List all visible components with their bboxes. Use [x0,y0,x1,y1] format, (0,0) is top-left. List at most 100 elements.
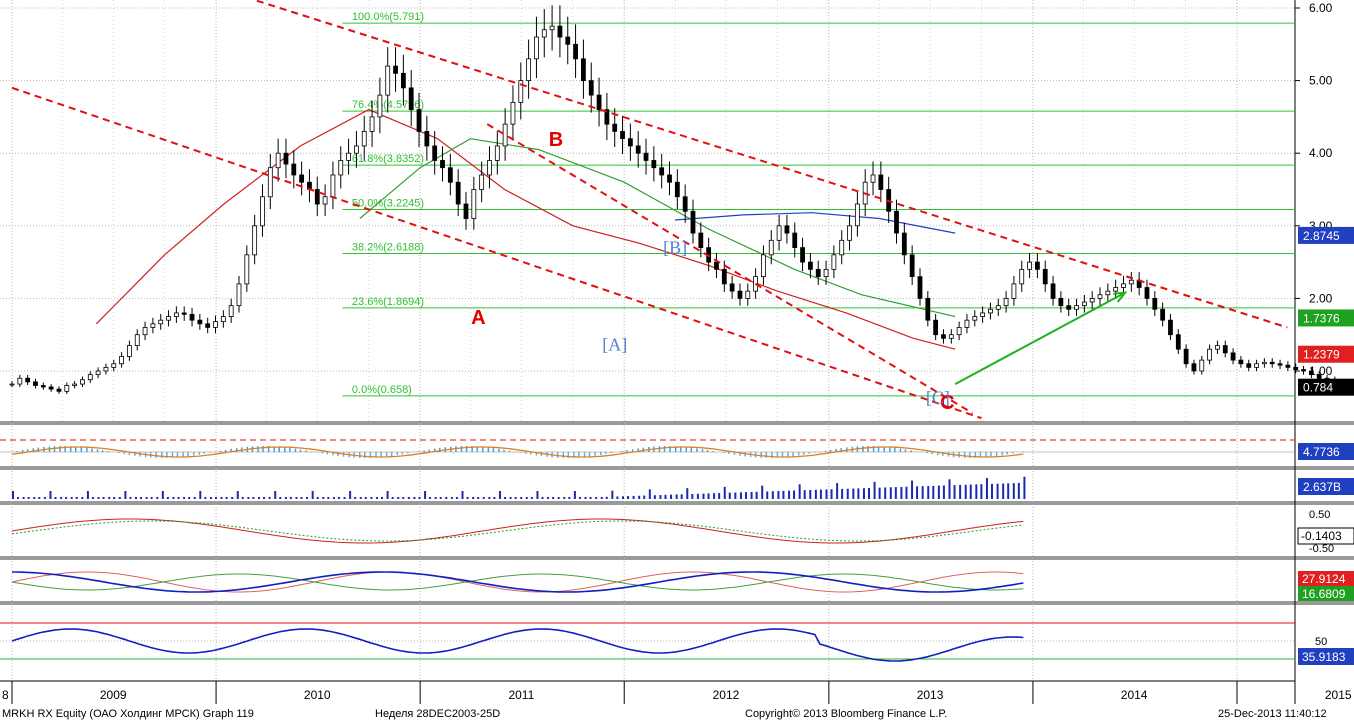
price-chart: 1.002.003.004.005.006.00100.0%(5.791)76.… [0,0,1354,704]
volume-bar [166,497,169,499]
price-tag-label: 1.2379 [1303,348,1340,362]
candle-body [220,316,226,323]
x-axis-tick-label: 2013 [917,688,944,702]
volume-bar [696,493,699,499]
oscillator-tag-label: 4.7736 [1303,445,1340,459]
dmi-panel-bg [0,561,1354,601]
volume-bar [927,486,930,499]
volume-bar [841,488,844,499]
candle-body [142,327,148,336]
volume-bar [391,497,394,499]
volume-bar [177,497,180,499]
volume-bar [60,497,63,499]
candle-body [369,116,375,132]
volume-bar [563,497,566,499]
candle-body [103,366,109,372]
volume-bar [525,497,528,499]
candle-body [494,145,500,161]
candle-body [1121,283,1126,288]
volume-bar [145,497,148,499]
volume-bar [135,497,138,499]
volume-bar [284,497,287,499]
candle-body [956,327,962,336]
candle-body [267,167,273,198]
volume-bar [793,490,796,499]
candle-body [487,160,492,176]
candle-body [228,305,234,317]
candle-body [1105,290,1111,296]
volume-bar [188,497,191,499]
candle-body [980,312,986,317]
candle-body [72,383,78,386]
candle-body [643,152,649,161]
volume-bar [1002,483,1005,499]
candle-body [737,290,743,299]
candle-body [25,377,31,383]
candle-body [1168,319,1173,336]
volume-bar [900,486,903,499]
volume-bar [889,487,892,499]
volume-bar [568,497,571,499]
candle-body [549,25,555,31]
candle-body [1199,359,1205,372]
candle-body [416,109,422,132]
candle-body [299,174,305,183]
fib-level-label: 61.8%(3.8352) [352,153,424,165]
volume-bar [878,487,881,499]
dmi-minus-line [11,573,1024,591]
volume-bar [942,485,945,499]
volume-bar [22,497,25,499]
volume-bar [675,494,678,499]
panel-separator [0,421,1354,425]
candle-body [432,145,438,161]
candle-body [894,210,899,234]
volume-bar [364,497,367,499]
volume-bar [322,497,325,499]
candle-body [1293,366,1299,370]
volume-bar [102,497,105,499]
volume-bar [627,496,630,499]
macd-signal-line [11,520,1024,542]
candle-body [667,174,672,183]
volume-bar [413,497,416,499]
volume-bar [418,497,421,499]
volume-bar [509,497,512,499]
panel-separator [0,501,1354,505]
candle-body [252,225,258,256]
volume-bar [921,486,924,499]
volume-bar [1017,482,1020,499]
candle-body [1160,308,1166,321]
candle-body [314,189,320,205]
volume-bar [616,496,619,499]
candle-body [134,334,140,346]
volume-bar [214,497,217,499]
volume-bar [407,497,410,499]
candle-body [1050,283,1056,299]
volume-bar [739,492,742,499]
volume-bar [231,497,234,499]
volume-bar [788,490,791,499]
volume-bar [381,497,384,499]
price-tag-label: 2.8745 [1303,229,1340,243]
volume-bar [964,484,967,499]
rsi-tag [1298,648,1354,665]
volume-bar [578,497,581,499]
volume-bar [429,497,432,499]
volume-bar [482,497,485,499]
volume-bar [969,484,972,499]
volume-bar [91,497,94,499]
candle-body [275,152,281,169]
volume-bar [156,497,159,499]
price-tag-label: 1.7376 [1303,311,1340,325]
candle-body [635,145,641,154]
volume-bar [771,491,774,499]
volume-bar [209,497,212,499]
volume-bar [27,497,30,499]
candle-body [181,312,187,315]
candle-body [1230,352,1236,361]
volume-bar [295,497,298,499]
candle-body [1254,363,1259,368]
volume-bar [809,489,812,499]
candle-body [941,334,946,339]
volume-bar [744,492,747,499]
